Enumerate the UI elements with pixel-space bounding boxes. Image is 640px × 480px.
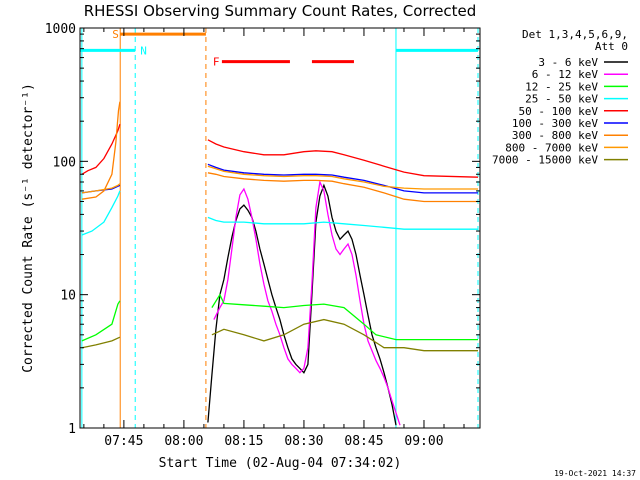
legend-entry-label: 3 - 6 keV bbox=[538, 56, 598, 69]
x-tick-label: 08:15 bbox=[224, 434, 263, 449]
legend-entry-label: 6 - 12 keV bbox=[532, 68, 599, 81]
state-label: N bbox=[140, 44, 147, 57]
legend-entry-label: 100 - 300 keV bbox=[512, 117, 598, 130]
series-line bbox=[211, 318, 478, 352]
series-line bbox=[207, 139, 479, 178]
legend-header: Att 0 bbox=[595, 40, 628, 53]
series-line bbox=[207, 165, 478, 190]
series-line bbox=[207, 216, 478, 230]
series-line bbox=[81, 336, 121, 349]
y-tick-label: 1000 bbox=[45, 22, 76, 37]
legend-entry-label: 25 - 50 keV bbox=[525, 93, 598, 106]
series-line bbox=[81, 101, 121, 200]
y-axis-label: Corrected Count Rate (s⁻¹ detector⁻¹) bbox=[21, 83, 36, 373]
plot-layer: S N F bbox=[80, 28, 479, 428]
y-tick-label: 1 bbox=[68, 422, 76, 437]
series-line bbox=[81, 124, 121, 175]
x-tick-label: 07:45 bbox=[104, 434, 143, 449]
x-tick-label: 08:45 bbox=[344, 434, 383, 449]
legend-header: Det 1,3,4,5,6,9, bbox=[522, 28, 628, 41]
legend-entry-label: 300 - 800 keV bbox=[512, 129, 598, 142]
series-line bbox=[81, 190, 121, 236]
y-tick-label: 100 bbox=[53, 155, 76, 170]
x-tick-label: 09:00 bbox=[404, 434, 443, 449]
chart-title: RHESSI Observing Summary Count Rates, Co… bbox=[84, 2, 477, 20]
x-tick-label: 08:30 bbox=[284, 434, 323, 449]
x-axis-label: Start Time (02-Aug-04 07:34:02) bbox=[159, 456, 402, 471]
legend-entry-label: 50 - 100 keV bbox=[519, 105, 599, 118]
plot-frame bbox=[79, 27, 481, 429]
series-line bbox=[213, 179, 401, 426]
timestamp: 19-Oct-2021 14:37 bbox=[554, 469, 636, 478]
state-label: F bbox=[213, 56, 220, 69]
legend-entry-label: 800 - 7000 keV bbox=[505, 141, 598, 154]
series-line bbox=[81, 300, 121, 342]
y-tick-label: 10 bbox=[60, 289, 76, 304]
series-line bbox=[207, 172, 478, 203]
state-label: S bbox=[112, 28, 119, 41]
x-tick-label: 08:00 bbox=[164, 434, 203, 449]
series-line bbox=[81, 183, 121, 194]
axis-layer: 07:45 08:00 08:15 08:30 08:45 09:00 1 10 100 1000 bbox=[45, 22, 480, 449]
series-line bbox=[211, 293, 478, 341]
legend-entry-label: 12 - 25 keV bbox=[525, 80, 598, 93]
legend-entry-label: 7000 - 15000 keV bbox=[492, 154, 598, 167]
series-line bbox=[207, 163, 478, 194]
